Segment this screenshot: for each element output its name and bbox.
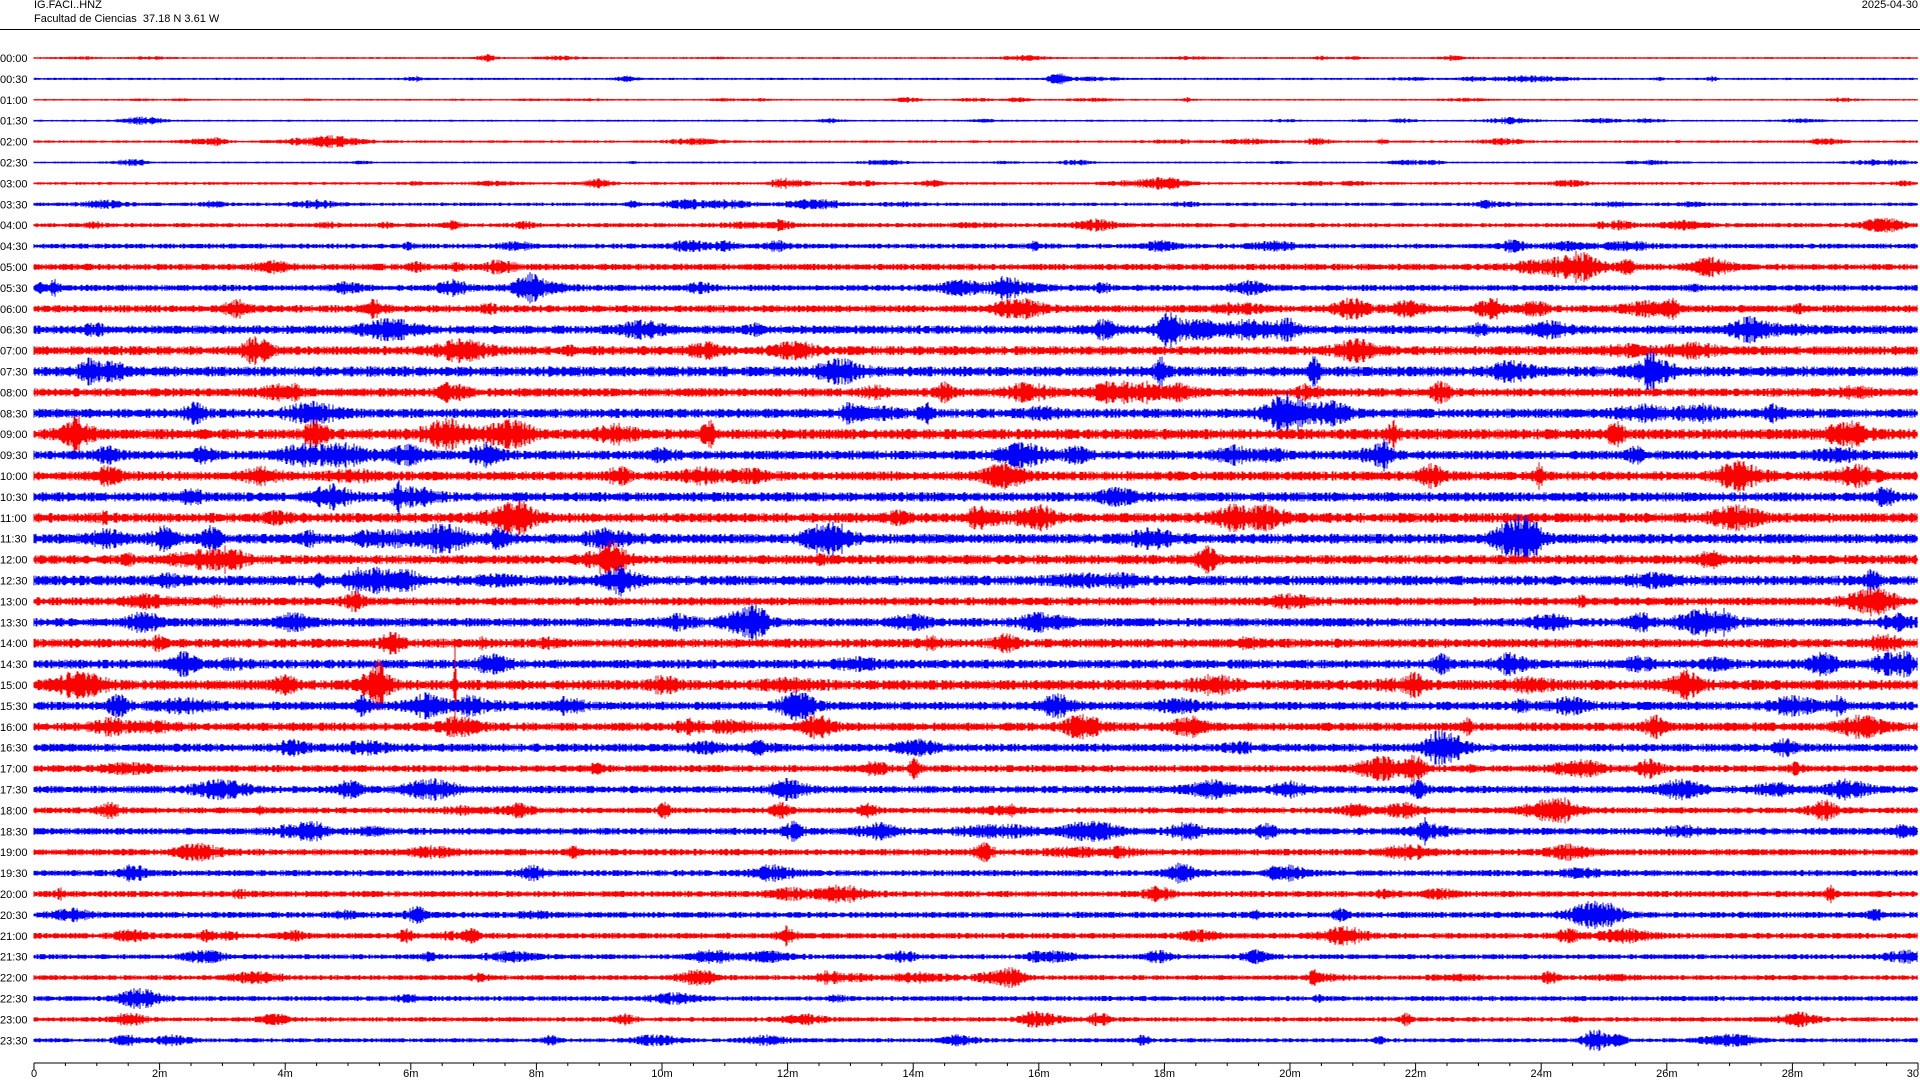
x-tick-label: 12m: [777, 1068, 798, 1080]
row-label: 05:00: [0, 262, 28, 274]
row-label: 20:00: [0, 889, 28, 901]
row-label: 15:00: [0, 680, 28, 692]
row-label: 19:00: [0, 847, 28, 859]
row-label: 07:30: [0, 367, 28, 379]
station-title: IG.FACI..HNZ: [34, 0, 102, 11]
x-tick-label: 30: [1907, 1068, 1919, 1080]
row-label: 10:30: [0, 492, 28, 504]
row-label: 09:00: [0, 429, 28, 441]
row-label: 03:00: [0, 178, 28, 190]
row-label: 14:00: [0, 638, 28, 650]
row-label: 19:30: [0, 868, 28, 880]
date-label: 2025-04-30: [1861, 0, 1918, 11]
x-tick-label: 2m: [152, 1068, 167, 1080]
x-tick-label: 18m: [1154, 1068, 1175, 1080]
row-label: 04:30: [0, 241, 28, 253]
row-label: 22:30: [0, 994, 28, 1006]
x-tick-label: 6m: [403, 1068, 418, 1080]
row-label: 00:00: [0, 53, 28, 65]
row-label: 12:30: [0, 576, 28, 588]
row-label: 18:00: [0, 805, 28, 817]
row-label: 04:00: [0, 220, 28, 232]
row-label: 02:30: [0, 158, 28, 170]
x-tick-label: 8m: [529, 1068, 544, 1080]
header-divider: [0, 29, 1920, 30]
row-label: 14:30: [0, 659, 28, 671]
row-label: 13:30: [0, 617, 28, 629]
x-tick-label: 4m: [278, 1068, 293, 1080]
x-tick-label: 24m: [1530, 1068, 1551, 1080]
traces: [33, 54, 1918, 1052]
row-label: 11:00: [0, 513, 27, 525]
row-label: 22:00: [0, 973, 28, 985]
x-axis: 0 2m 4m 6m 8m 10m 12m 14m 16m 18m 20m 22m 24m 26m 28m 3…: [31, 1062, 1919, 1080]
x-tick-label: 16m: [1028, 1068, 1049, 1080]
row-label: 12:00: [0, 555, 28, 567]
row-label: 06:30: [0, 325, 28, 337]
row-label: 06:00: [0, 304, 28, 316]
row-label: 09:30: [0, 450, 28, 462]
row-label: 07:00: [0, 346, 28, 358]
x-tick-label: 0: [31, 1068, 37, 1080]
station-subtitle: Facultad de Ciencias 37.18 N 3.61 W: [34, 13, 220, 25]
x-tick-label: 22m: [1405, 1068, 1426, 1080]
row-label: 02:00: [0, 137, 28, 149]
row-label: 03:30: [0, 199, 28, 211]
row-label: 20:30: [0, 910, 28, 922]
row-label: 08:30: [0, 408, 28, 420]
row-label: 17:30: [0, 785, 28, 797]
row-label: 00:30: [0, 74, 28, 86]
row-label: 15:30: [0, 701, 28, 713]
row-label: 10:00: [0, 471, 28, 483]
x-tick-label: 26m: [1656, 1068, 1677, 1080]
row-label: 11:30: [0, 534, 27, 546]
x-tick-label: 20m: [1279, 1068, 1300, 1080]
row-label: 01:00: [0, 95, 28, 107]
row-label: 05:30: [0, 283, 28, 295]
row-label: 01:30: [0, 116, 28, 128]
row-label: 21:30: [0, 952, 28, 964]
row-label: 23:30: [0, 1035, 28, 1047]
x-tick-label: 14m: [902, 1068, 923, 1080]
row-label: 13:00: [0, 596, 28, 608]
row-label: 16:00: [0, 722, 28, 734]
row-label: 16:30: [0, 743, 28, 755]
row-label: 18:30: [0, 826, 28, 838]
row-labels: 00:00 00:30 01:00 01:30 02:00 02:30 03:00 03:30…: [0, 53, 28, 1047]
row-label: 08:00: [0, 387, 28, 399]
row-label: 21:00: [0, 931, 28, 943]
x-tick-label: 10m: [651, 1068, 672, 1080]
row-label: 23:00: [0, 1014, 28, 1026]
x-tick-label: 28m: [1782, 1068, 1803, 1080]
row-label: 17:00: [0, 764, 28, 776]
